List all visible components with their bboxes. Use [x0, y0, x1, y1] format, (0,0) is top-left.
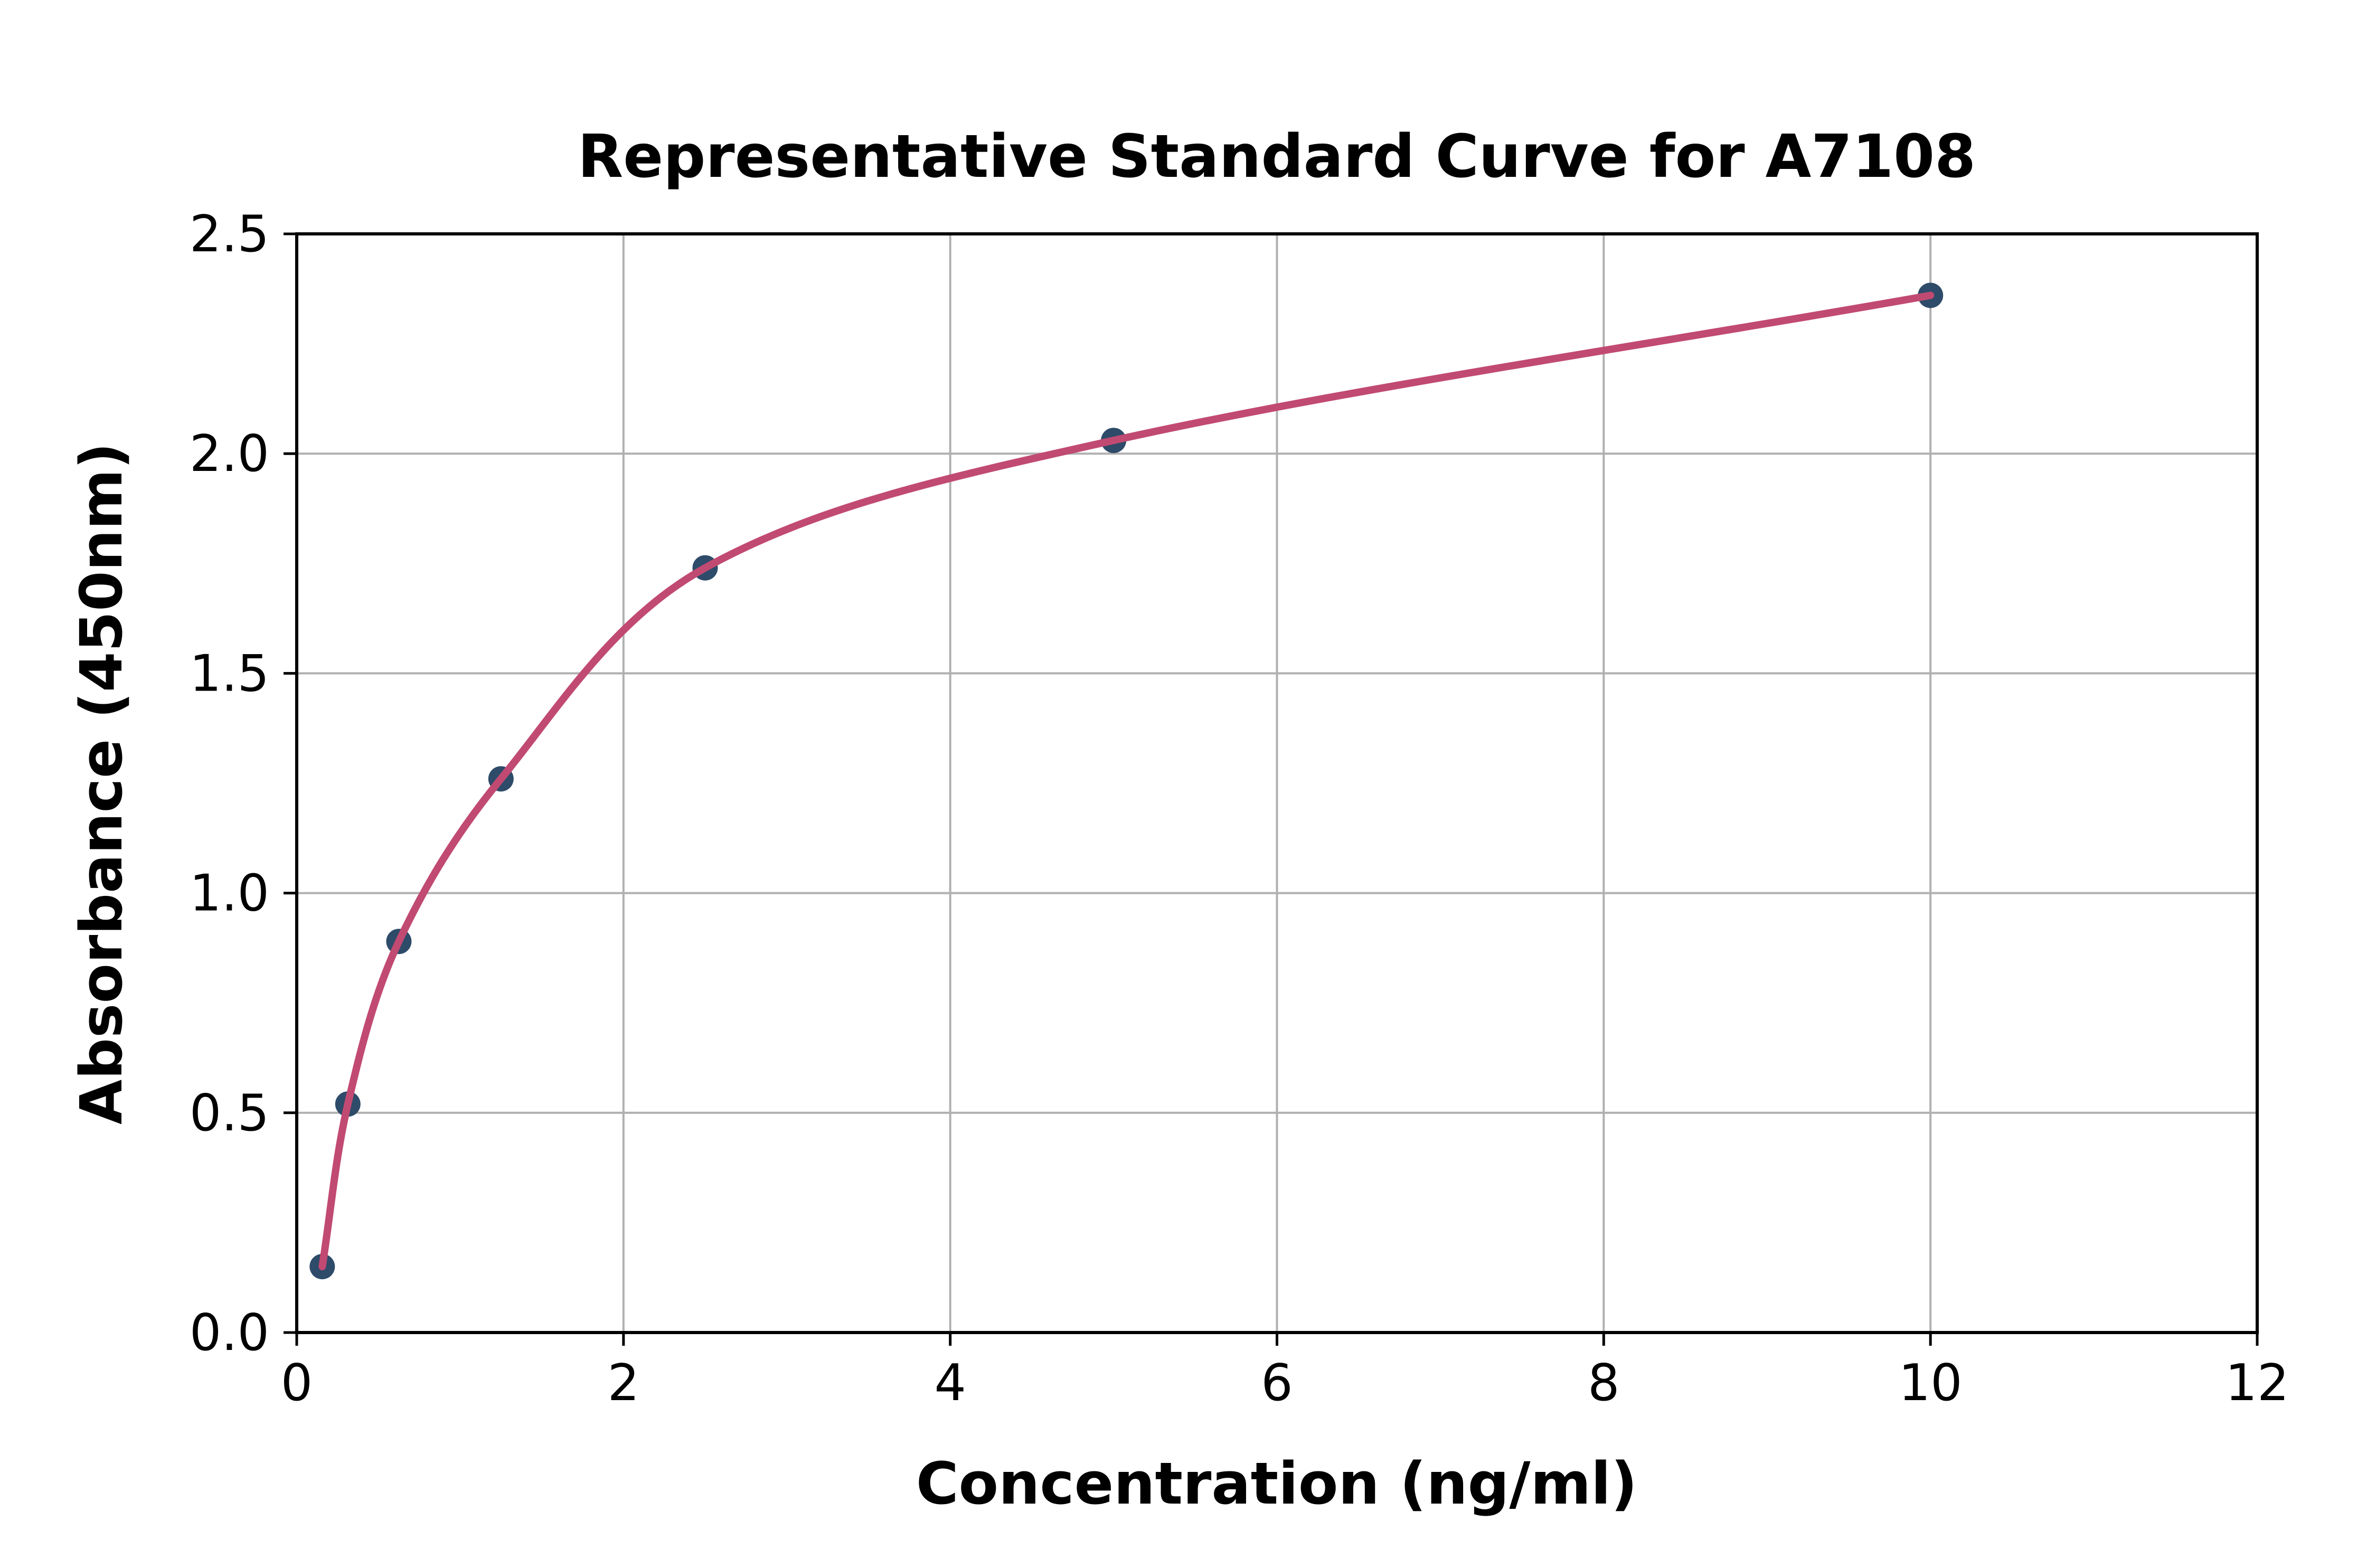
fit-curve-line [318, 291, 1935, 1271]
data-points-layer [309, 282, 1944, 1280]
x-tick-label: 2 [608, 1354, 639, 1412]
x-tick-label: 8 [1588, 1354, 1619, 1412]
y-tick-label: 1.0 [190, 865, 269, 923]
gridlines [297, 234, 2257, 1333]
x-tick-label: 4 [934, 1354, 966, 1412]
y-tick-label: 1.5 [190, 645, 269, 703]
axis-ticks [284, 232, 2259, 1346]
x-tick-label: 6 [1261, 1354, 1293, 1412]
x-axis-label: Concentration (ng/ml) [916, 1450, 1637, 1517]
y-tick-label: 2.0 [190, 425, 269, 483]
y-tick-label: 2.5 [190, 205, 269, 263]
y-axis-label: Absorbance (450nm) [68, 442, 135, 1125]
chart-title: Representative Standard Curve for A7108 [578, 122, 1976, 191]
tick-labels: 0 2 4 6 8 10 12 0.0 0.5 1.0 1.5 2.0 2.5 [190, 205, 2289, 1412]
y-tick-label: 0.5 [190, 1084, 269, 1142]
x-tick-label: 12 [2226, 1354, 2289, 1412]
y-tick-label: 0.0 [190, 1304, 269, 1362]
x-tick-label: 0 [281, 1354, 313, 1412]
x-tick-label: 10 [1899, 1354, 1963, 1412]
